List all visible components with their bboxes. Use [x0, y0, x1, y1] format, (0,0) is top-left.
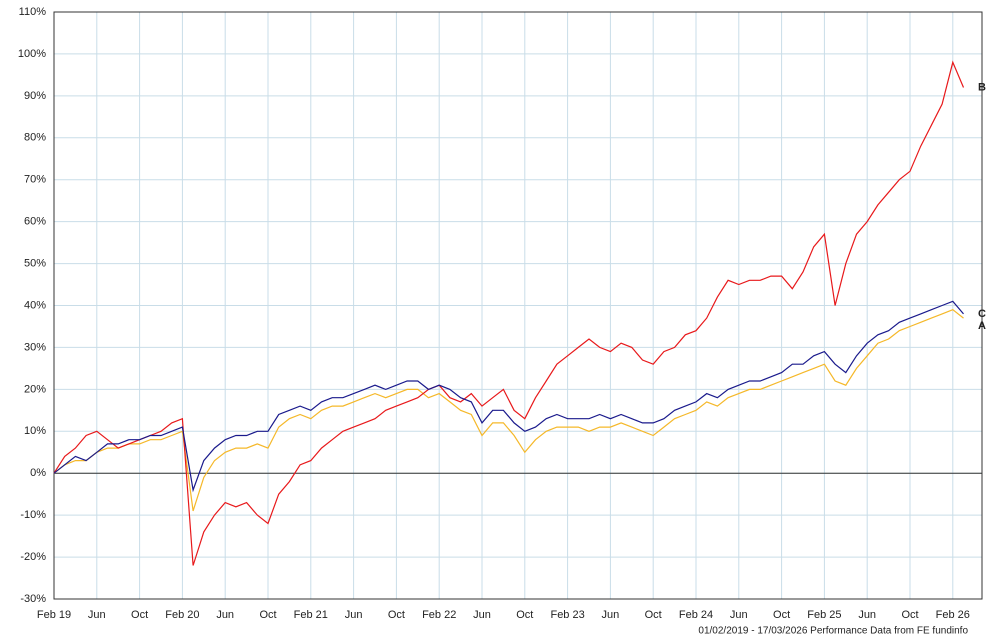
series-line	[53, 60, 965, 566]
x-tick-label: Oct	[131, 609, 148, 621]
x-tick-label: Jun	[858, 609, 876, 621]
x-tick-label: Jun	[88, 609, 106, 621]
series-label: C	[978, 308, 986, 320]
x-tick-label: Feb 23	[550, 609, 584, 621]
plot-frame	[53, 11, 983, 600]
y-tick-label: -10%	[20, 509, 46, 521]
series-label: A	[978, 320, 986, 332]
y-tick-label: -30%	[20, 593, 46, 605]
x-tick-label: Feb 24	[679, 609, 713, 621]
x-tick-label: Jun	[473, 609, 491, 621]
x-tick-label: Oct	[901, 609, 918, 621]
y-tick-label: 90%	[24, 90, 46, 102]
x-tick-label: Oct	[645, 609, 662, 621]
x-tick-label: Oct	[516, 609, 533, 621]
x-tick-label: Feb 25	[807, 609, 841, 621]
y-tick-label: 70%	[24, 174, 46, 186]
x-tick-label: Jun	[345, 609, 363, 621]
footnote: 01/02/2019 - 17/03/2026 Performance Data…	[698, 626, 968, 637]
series-label: B	[978, 81, 986, 93]
y-tick-label: 10%	[24, 425, 46, 437]
x-tick-label: Oct	[259, 609, 276, 621]
x-tick-label: Oct	[388, 609, 405, 621]
x-tick-label: Feb 22	[422, 609, 456, 621]
y-tick-label: 80%	[24, 132, 46, 144]
x-tick-label: Feb 21	[294, 609, 328, 621]
x-tick-label: Jun	[730, 609, 748, 621]
y-tick-label: -20%	[20, 551, 46, 563]
x-tick-label: Feb 19	[37, 609, 71, 621]
x-tick-label: Jun	[602, 609, 620, 621]
series-line	[53, 309, 964, 512]
x-tick-label: Oct	[773, 609, 790, 621]
y-tick-label: 60%	[24, 216, 46, 228]
y-tick-label: 100%	[18, 48, 46, 60]
x-tick-label: Feb 20	[165, 609, 199, 621]
x-tick-label: Feb 26	[936, 609, 970, 621]
y-tick-label: 50%	[24, 257, 46, 269]
y-tick-label: 30%	[24, 341, 46, 353]
y-tick-label: 110%	[19, 6, 47, 18]
y-tick-label: 0%	[30, 467, 46, 479]
x-tick-label: Jun	[216, 609, 234, 621]
series-line	[53, 300, 964, 493]
y-tick-label: 20%	[24, 383, 46, 395]
y-tick-label: 40%	[24, 299, 46, 311]
